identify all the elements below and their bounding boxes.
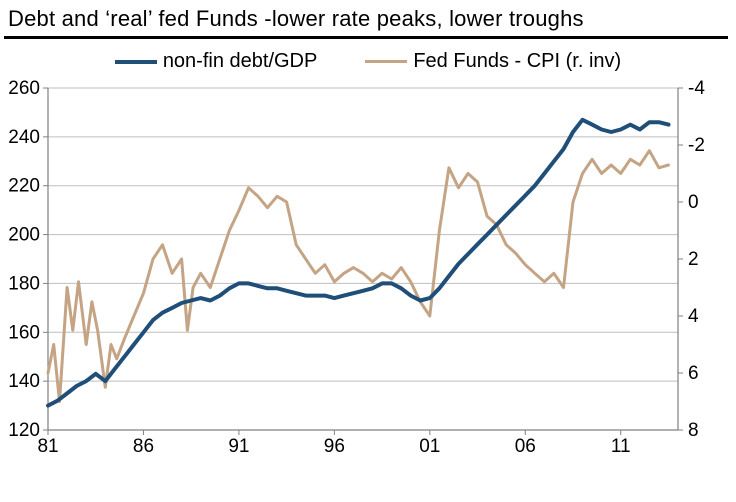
svg-text:81: 81 — [37, 436, 58, 457]
legend-swatch-series2 — [365, 60, 407, 63]
svg-text:240: 240 — [8, 127, 40, 148]
svg-text:220: 220 — [8, 176, 40, 197]
legend-label-series2: Fed Funds - CPI (r. inv) — [413, 50, 621, 73]
svg-text:6: 6 — [688, 363, 699, 384]
svg-text:-4: -4 — [688, 78, 705, 99]
svg-text:-2: -2 — [688, 135, 705, 156]
svg-text:160: 160 — [8, 322, 40, 343]
svg-text:180: 180 — [8, 273, 40, 294]
legend-swatch-series1 — [115, 60, 157, 64]
svg-text:2: 2 — [688, 249, 699, 270]
legend-item-series2: Fed Funds - CPI (r. inv) — [365, 50, 621, 73]
chart-plot: 120140160180200220240260-4-2024688186919… — [48, 84, 678, 454]
svg-text:06: 06 — [515, 436, 536, 457]
svg-text:91: 91 — [228, 436, 249, 457]
svg-text:8: 8 — [688, 420, 699, 441]
legend-label-series1: non-fin debt/GDP — [163, 50, 318, 73]
svg-text:140: 140 — [8, 371, 40, 392]
svg-text:4: 4 — [688, 306, 699, 327]
legend: non-fin debt/GDP Fed Funds - CPI (r. inv… — [0, 50, 736, 73]
legend-item-series1: non-fin debt/GDP — [115, 50, 318, 73]
chart-title: Debt and ‘real’ fed Funds -lower rate pe… — [8, 6, 584, 32]
svg-text:86: 86 — [133, 436, 154, 457]
svg-text:96: 96 — [324, 436, 345, 457]
title-underline — [4, 36, 728, 39]
svg-text:01: 01 — [419, 436, 440, 457]
svg-text:200: 200 — [8, 225, 40, 246]
svg-text:120: 120 — [8, 420, 40, 441]
svg-text:260: 260 — [8, 78, 40, 99]
svg-text:0: 0 — [688, 192, 699, 213]
svg-text:11: 11 — [611, 436, 631, 457]
